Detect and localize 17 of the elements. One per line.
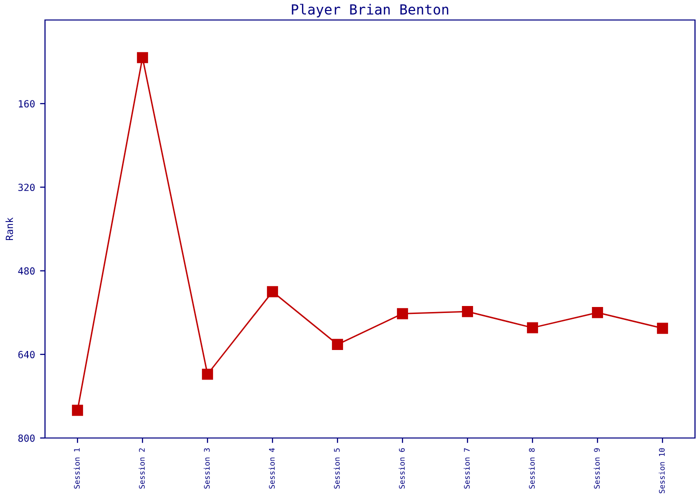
point bbox=[266, 286, 278, 298]
y-tick-label: 320 bbox=[18, 184, 35, 192]
y-axis-title: Rank bbox=[6, 217, 14, 240]
point bbox=[656, 322, 668, 334]
y-tick-label: 480 bbox=[18, 267, 35, 275]
y-tick-label: 640 bbox=[18, 350, 35, 358]
y-tick-label: 160 bbox=[18, 100, 35, 108]
point bbox=[202, 368, 214, 380]
point bbox=[136, 52, 148, 64]
point bbox=[592, 307, 604, 318]
point bbox=[462, 306, 474, 318]
point bbox=[72, 404, 84, 416]
y-tick-label: 800 bbox=[18, 434, 35, 442]
point bbox=[332, 338, 344, 350]
chart-title: Player Brian Benton bbox=[292, 4, 448, 18]
point bbox=[396, 308, 408, 320]
point bbox=[526, 322, 538, 334]
